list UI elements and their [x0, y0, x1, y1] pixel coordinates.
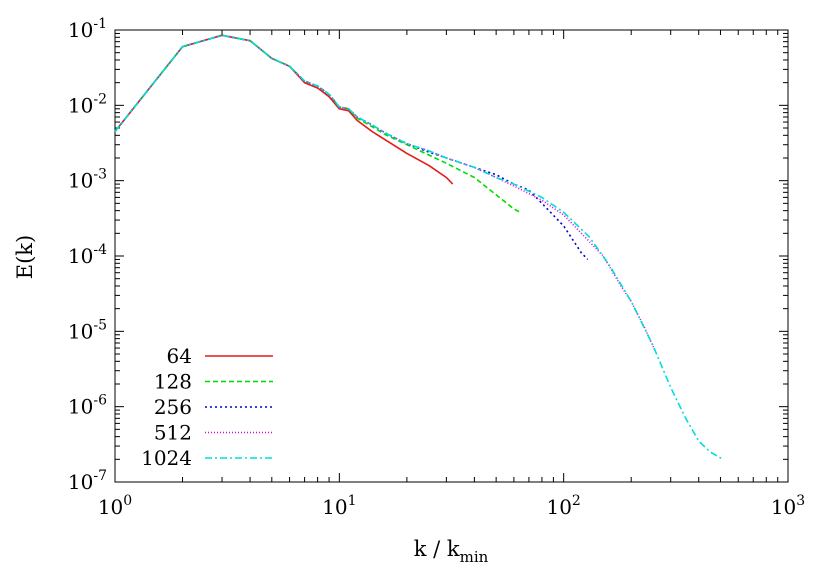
- x-axis-title-main: k / k: [414, 537, 460, 561]
- y-tick-label: 10-3: [68, 167, 107, 193]
- series-lines: [114, 34, 724, 460]
- x-tick-label: 102: [546, 493, 580, 519]
- x-tick-label: 103: [771, 493, 805, 519]
- legend-label: 64: [167, 344, 192, 368]
- legend-label: 128: [154, 370, 192, 394]
- axis-ticks: [114, 29, 789, 483]
- legend-label: 512: [154, 421, 192, 445]
- y-tick-label: 10-5: [68, 317, 107, 343]
- y-axis-title: E(k): [13, 235, 37, 279]
- tick-labels: 100 101 102 103 10-7 10-6 10-5 10-4 10-3 10-2 10-1: [68, 16, 805, 519]
- y-tick-label: 10-6: [68, 393, 107, 419]
- legend-label: 256: [154, 395, 192, 419]
- y-tick-label: 10-2: [68, 91, 107, 117]
- x-axis-title-sub: min: [460, 548, 489, 566]
- y-tick-label: 10-4: [68, 242, 107, 268]
- y-tick-label: 10-1: [68, 16, 107, 42]
- y-tick-label: 10-7: [68, 468, 107, 494]
- series-line-64: [114, 34, 454, 185]
- series-line-256: [114, 34, 589, 260]
- x-axis-title: k / kmin: [414, 537, 489, 566]
- series-line-512: [114, 34, 656, 352]
- series-line-1024: [114, 34, 724, 460]
- plot-frame: [114, 29, 789, 483]
- legend-label: 1024: [141, 446, 192, 470]
- x-tick-label: 100: [98, 493, 132, 519]
- x-tick-label: 101: [322, 493, 356, 519]
- series-line-128: [114, 34, 521, 214]
